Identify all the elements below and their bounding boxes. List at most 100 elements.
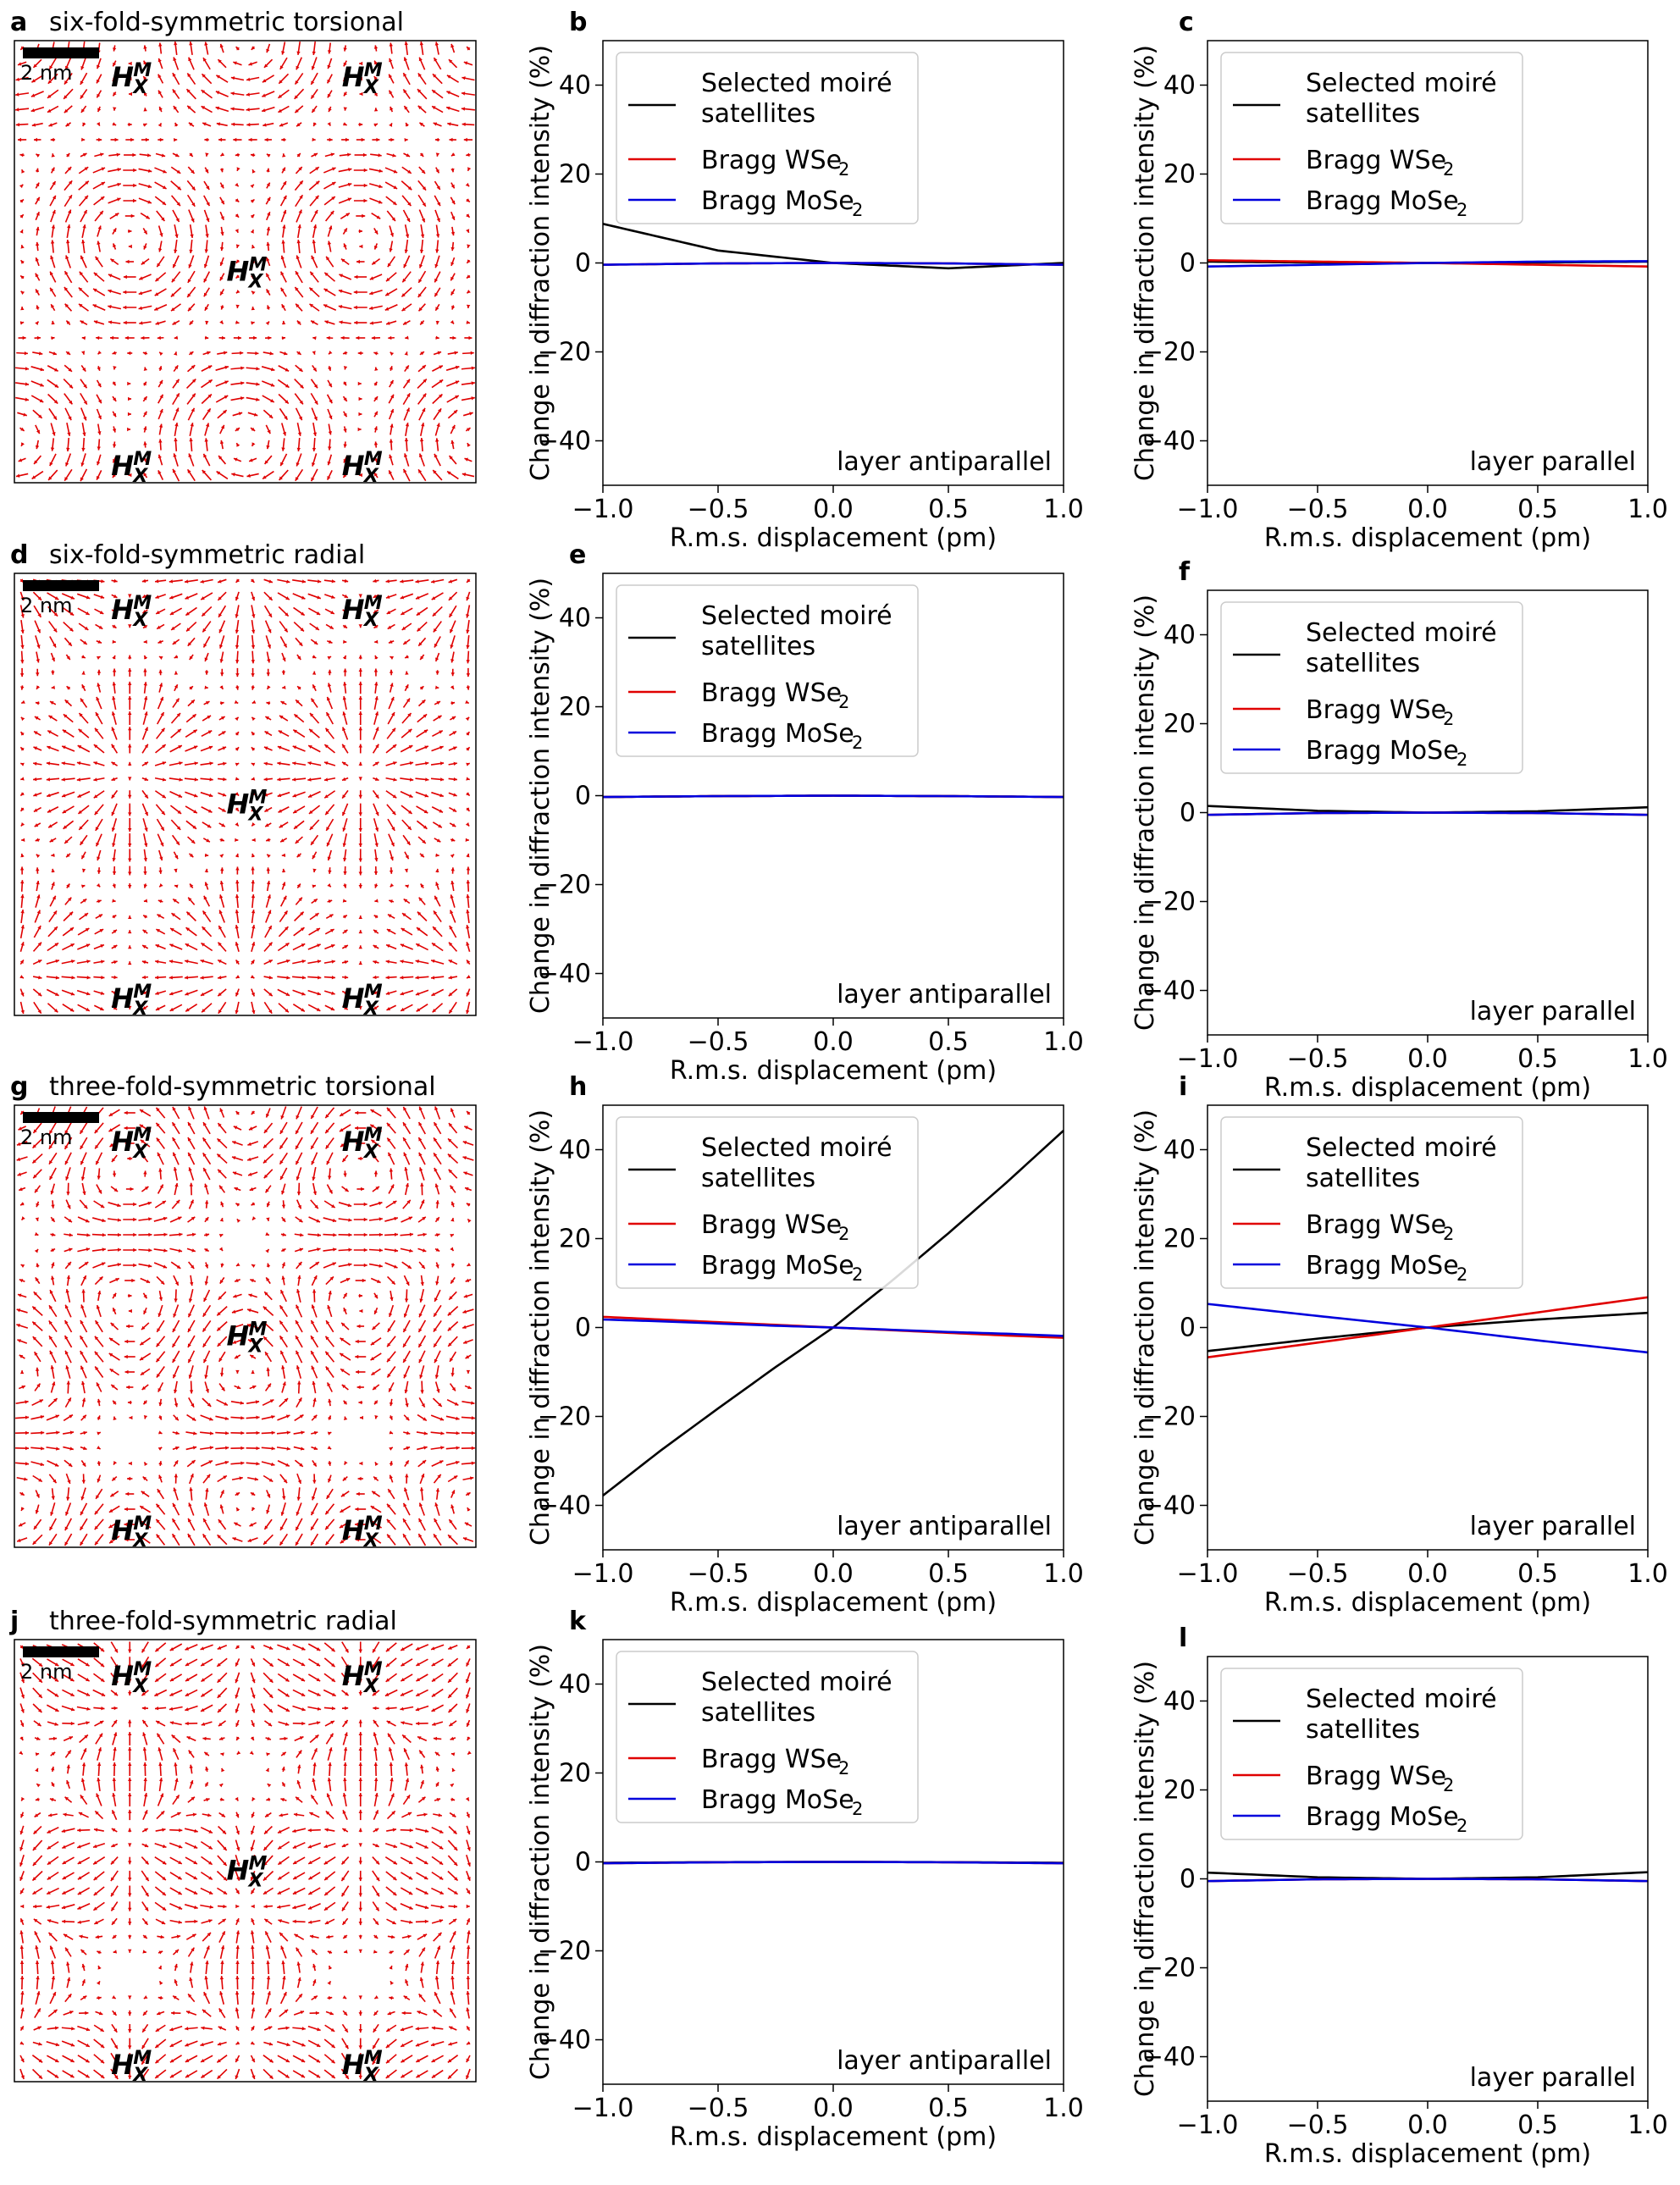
field-arrowhead [128,871,132,876]
field-arrowhead [127,1400,131,1405]
field-arrowhead [279,476,283,480]
field-arrowhead [435,671,439,675]
field-arrowhead [220,306,224,310]
field-arrowhead [189,41,193,46]
field-arrowhead [359,61,363,66]
field-arrowhead [220,290,224,296]
field-arrowhead [317,1233,321,1237]
field-arrowhead [330,210,334,215]
field-arrowhead [219,169,224,173]
field-arrowhead [447,471,451,475]
field-arrowhead [450,440,455,445]
field-arrowhead [67,224,71,229]
field-arrowhead [422,407,426,412]
field-arrowhead [19,199,24,203]
field-arrowhead [406,153,411,158]
field-arrowhead [141,975,146,980]
field-arrowhead [187,73,191,77]
field-arrowhead [251,762,256,766]
field-arrowhead [235,1369,240,1374]
field-arrowhead [466,428,471,432]
field-arrowhead [269,351,274,356]
field-arrowhead [417,105,423,110]
field-arrowhead [373,76,378,80]
field-arrowhead [374,230,379,235]
field-arrowhead [174,41,178,46]
field-arrowhead [235,716,239,722]
field-arrowhead [52,209,56,214]
field-arrowhead [128,681,132,685]
field-arrowhead [282,432,287,436]
field-arrowhead [296,255,300,259]
field-arrowhead [127,381,131,386]
field-arrowhead [69,400,73,405]
field-arrowhead [82,224,86,229]
field-arrowhead [345,137,350,142]
field-arrowhead [249,458,253,462]
field-arrowhead [169,579,174,584]
field-arrowhead [49,462,53,467]
site-label-sup: M [249,787,268,808]
field-arrowhead [270,367,275,372]
field-arrowhead [146,153,152,158]
field-arrowhead [50,271,53,276]
field-arrowhead [124,1110,128,1115]
field-arrowhead [392,201,397,205]
field-arrowhead [251,442,256,446]
field-arrowhead [281,167,285,172]
field-arrowhead [358,711,362,715]
field-arrowhead [271,1430,275,1435]
field-arrowhead [51,153,55,158]
field-arrowhead [209,777,213,782]
field-arrowhead [312,224,318,229]
field-arrowhead [446,91,450,95]
field-arrowhead [467,975,471,979]
field-arrowhead [263,777,268,782]
field-arrowhead [406,379,410,384]
field-arrowhead [466,1369,471,1374]
field-arrowhead [401,293,406,297]
field-arrowhead [205,234,209,238]
field-arrowhead [218,1234,224,1238]
field-arrowhead [363,168,368,173]
field-arrowhead [64,477,69,481]
field-arrowhead [263,64,268,68]
field-arrowhead [36,153,41,158]
field-arrowhead [417,89,422,93]
field-arrowhead [251,1264,256,1269]
field-arrowhead [113,458,117,463]
field-arrowhead [240,1446,245,1451]
field-arrowhead [384,307,390,311]
field-arrowhead [312,51,316,55]
field-arrowhead [30,108,36,113]
field-arrowhead [251,427,256,431]
field-arrowhead [203,278,207,283]
field-arrowhead [343,351,347,355]
site-label-main: H [227,788,250,820]
field-arrowhead [40,383,44,387]
field-arrowhead [385,975,390,980]
field-arrowhead [172,89,176,93]
field-arrowhead [390,423,394,428]
field-arrowhead [113,578,118,584]
field-arrowhead [433,470,437,474]
field-arrowhead [158,74,162,79]
field-arrowhead [267,305,271,309]
field-arrowhead [159,882,163,888]
field-arrowhead [436,218,440,223]
field-arrowhead [451,216,456,220]
field-arrowhead [358,412,362,417]
field-arrowhead [139,276,143,280]
field-arrowhead [373,351,378,356]
field-arrowhead [363,198,368,203]
field-arrowhead [419,438,424,442]
field-arrowhead [219,43,224,48]
field-arrowhead [191,379,196,383]
field-arrowhead [55,976,60,980]
field-arrowhead [357,381,362,386]
field-arrowhead [461,122,466,126]
field-arrowhead [97,431,102,435]
field-arrowhead [191,393,196,398]
field-arrowhead [357,1476,362,1481]
field-arrowhead [187,279,191,283]
